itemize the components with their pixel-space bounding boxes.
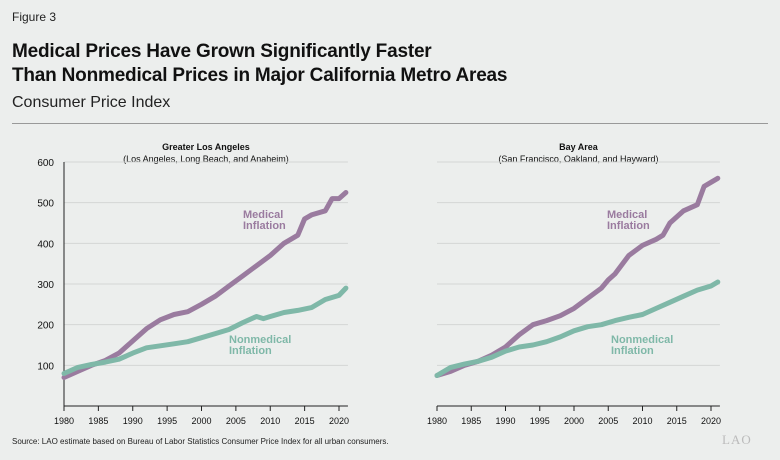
lao-logo: LAO	[722, 432, 752, 447]
y-tick-label: 400	[37, 239, 54, 250]
x-tick-label: 1995	[157, 416, 177, 426]
chart-panel-bay-area: Bay Area (San Francisco, Oakland, and Hay…	[427, 142, 721, 426]
series-line-medical	[434, 175, 721, 378]
series-line-nonmedical	[434, 279, 721, 378]
series-line-nonmedical	[61, 285, 349, 376]
x-tick-label: 1985	[88, 416, 108, 426]
chart-title: Bay Area	[559, 142, 599, 152]
series-label: Nonmedical	[611, 334, 673, 346]
y-tick-label: 600	[37, 158, 54, 169]
x-tick-label: 1985	[461, 416, 481, 426]
figure-title: Medical Prices Have Grown Significantly …	[12, 40, 507, 88]
x-tick-label: 1980	[427, 416, 447, 426]
x-tick-label: 2015	[295, 416, 315, 426]
title-line-1: Medical Prices Have Grown Significantly …	[12, 41, 432, 62]
series-label: Nonmedical	[229, 334, 291, 346]
series-label: Inflation	[611, 345, 654, 357]
series-label: Inflation	[229, 345, 272, 357]
y-tick-label: 200	[37, 321, 54, 332]
chart-subtitle: (San Francisco, Oakland, and Hayward)	[498, 154, 658, 164]
x-tick-label: 2005	[226, 416, 246, 426]
x-tick-label: 2020	[329, 416, 349, 426]
x-tick-label: 2005	[598, 416, 618, 426]
figure-label: Figure 3	[12, 10, 57, 24]
series-label: Inflation	[607, 220, 650, 232]
title-line-2: Than Nonmedical Prices in Major Californ…	[12, 65, 508, 86]
x-tick-label: 1990	[123, 416, 143, 426]
divider	[12, 123, 768, 124]
x-tick-label: 2015	[667, 416, 687, 426]
x-tick-label: 2000	[191, 416, 211, 426]
series-label: Medical	[243, 209, 283, 221]
x-tick-label: 2020	[701, 416, 721, 426]
series-label: Medical	[607, 209, 647, 221]
chart-panel-los-angeles: Greater Los Angeles (Los Angeles, Long Be…	[37, 142, 349, 426]
figure-subtitle: Consumer Price Index	[12, 94, 171, 111]
series-label: Inflation	[243, 220, 286, 232]
x-tick-label: 1980	[54, 416, 74, 426]
x-tick-label: 1990	[495, 416, 515, 426]
chart-subtitle: (Los Angeles, Long Beach, and Anaheim)	[123, 154, 289, 164]
x-tick-label: 2010	[632, 416, 652, 426]
x-tick-label: 2000	[564, 416, 584, 426]
x-tick-label: 2010	[260, 416, 280, 426]
series-line-medical	[61, 190, 349, 380]
source-note: Source: LAO estimate based on Bureau of …	[12, 437, 389, 446]
y-tick-label: 300	[37, 280, 54, 291]
chart-title: Greater Los Angeles	[162, 142, 250, 152]
y-tick-label: 100	[37, 361, 54, 372]
y-tick-label: 500	[37, 199, 54, 210]
x-tick-label: 1995	[530, 416, 550, 426]
